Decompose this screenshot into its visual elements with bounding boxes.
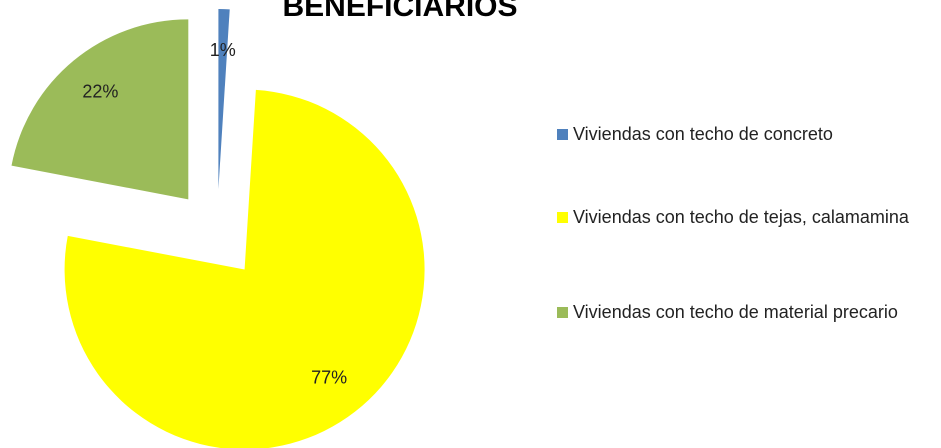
legend-line: Viviendas con techo de concreto xyxy=(573,124,833,144)
legend-swatch xyxy=(557,212,568,223)
data-label: 1% xyxy=(210,40,236,60)
legend-label: Viviendas con techo de material precario xyxy=(573,302,898,322)
legend-swatch xyxy=(557,129,568,140)
pie-slice xyxy=(64,89,425,448)
data-label: 22% xyxy=(82,82,118,102)
legend-swatch xyxy=(557,307,568,318)
chart-title: BENEFICIARIOS xyxy=(282,0,517,23)
legend-line: Viviendas con techo de material precario xyxy=(573,302,898,322)
data-label: 77% xyxy=(311,367,347,387)
legend-line: Viviendas con techo de tejas, calamamina xyxy=(573,207,910,227)
pie-slice xyxy=(11,19,189,200)
pie-slice xyxy=(218,9,230,190)
legend-label: Viviendas con techo de tejas, calamamina xyxy=(573,207,910,227)
legend-label: Viviendas con techo de concreto xyxy=(573,124,833,144)
